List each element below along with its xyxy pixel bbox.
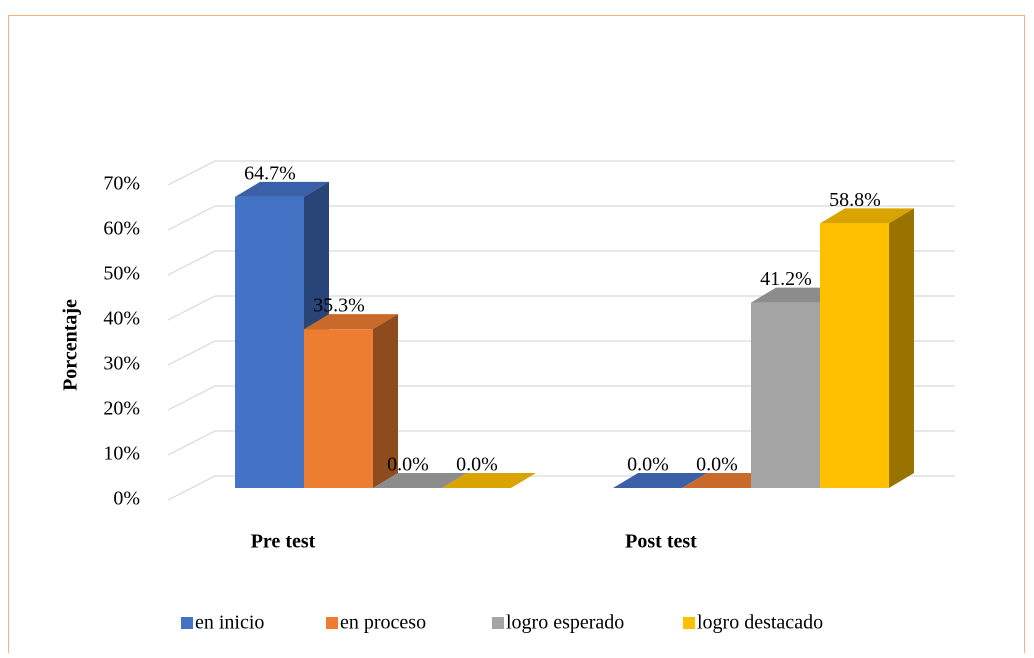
y-axis-label: Porcentaje <box>60 299 82 391</box>
bar-side <box>373 314 398 488</box>
value-label: 0.0% <box>456 454 498 476</box>
value-label: 58.8% <box>829 189 881 211</box>
grid-line <box>167 160 955 186</box>
bar-top <box>820 208 914 224</box>
value-label: 35.3% <box>313 295 365 317</box>
value-label: 64.7% <box>244 162 296 184</box>
x-tick-label: Pre test <box>251 531 316 553</box>
bar <box>304 329 373 488</box>
bar-top <box>613 473 707 488</box>
y-tick-label: 40% <box>103 308 140 330</box>
legend-label: en proceso <box>340 612 426 634</box>
y-tick-label: 50% <box>103 263 140 285</box>
y-tick-label: 20% <box>103 398 140 420</box>
bar-top <box>373 473 467 488</box>
grid-line <box>167 250 955 276</box>
y-tick-label: 70% <box>103 173 140 195</box>
value-label: 0.0% <box>387 454 429 476</box>
legend-swatch <box>326 617 338 629</box>
bar-side <box>889 208 914 488</box>
y-tick-label: 10% <box>103 443 140 465</box>
y-tick-label: 0% <box>113 488 140 510</box>
grid-line <box>167 430 955 456</box>
legend-swatch <box>683 617 695 629</box>
bar-top <box>442 473 536 488</box>
value-label: 0.0% <box>696 454 738 476</box>
grid-line <box>167 340 955 366</box>
bar-top <box>235 181 329 197</box>
grid-line <box>167 295 955 321</box>
bar <box>820 223 889 488</box>
legend-swatch <box>492 617 504 629</box>
grid-line <box>167 385 955 411</box>
legend-label: en inicio <box>195 612 264 634</box>
value-label: 0.0% <box>627 454 669 476</box>
value-label: 41.2% <box>760 268 812 290</box>
bar-top <box>304 314 398 330</box>
legend-swatch <box>181 617 193 629</box>
legend-label: logro destacado <box>697 612 823 634</box>
y-tick-label: 30% <box>103 353 140 375</box>
bar <box>235 196 304 488</box>
bar <box>751 302 820 488</box>
grid-line <box>167 205 955 231</box>
x-tick-label: Post test <box>625 531 697 553</box>
y-tick-label: 60% <box>103 218 140 240</box>
legend-label: logro esperado <box>506 612 624 634</box>
